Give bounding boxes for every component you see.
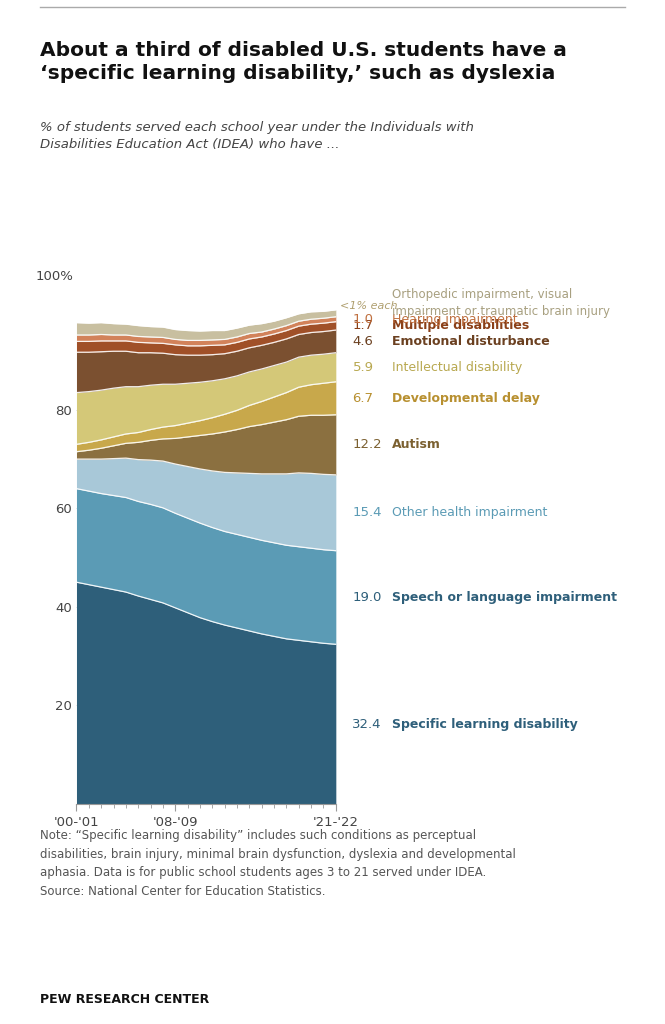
Text: 32.4: 32.4 — [352, 718, 382, 730]
Text: 4.6: 4.6 — [352, 335, 373, 348]
Text: % of students served each school year under the Individuals with
Disabilities Ed: % of students served each school year un… — [40, 121, 473, 151]
Text: Intellectual disability: Intellectual disability — [392, 360, 523, 374]
Text: 19.0: 19.0 — [352, 591, 382, 604]
Text: PEW RESEARCH CENTER: PEW RESEARCH CENTER — [40, 992, 209, 1006]
Text: 5.9: 5.9 — [352, 360, 374, 374]
Text: Other health impairment: Other health impairment — [392, 506, 548, 519]
Text: Note: “Specific learning disability” includes such conditions as perceptual
disa: Note: “Specific learning disability” inc… — [40, 829, 516, 898]
Text: 6.7: 6.7 — [352, 392, 374, 404]
Text: Speech or language impairment: Speech or language impairment — [392, 591, 617, 604]
Text: 12.2: 12.2 — [352, 438, 382, 452]
Text: Orthopedic impairment, visual
impairment or traumatic brain injury: Orthopedic impairment, visual impairment… — [392, 289, 610, 317]
Text: Hearing impairment: Hearing impairment — [392, 312, 518, 326]
Text: Multiple disabilities: Multiple disabilities — [392, 319, 529, 333]
Text: 15.4: 15.4 — [352, 506, 382, 519]
Text: 1.7: 1.7 — [352, 319, 374, 333]
Text: Autism: Autism — [392, 438, 441, 452]
Text: Developmental delay: Developmental delay — [392, 392, 540, 404]
Text: 100%: 100% — [35, 269, 73, 283]
Text: About a third of disabled U.S. students have a
‘specific learning disability,’ s: About a third of disabled U.S. students … — [40, 41, 567, 83]
Text: Specific learning disability: Specific learning disability — [392, 718, 578, 730]
Text: 1.0: 1.0 — [352, 312, 374, 326]
Text: <1% each: <1% each — [340, 301, 397, 311]
Text: Emotional disturbance: Emotional disturbance — [392, 335, 550, 348]
